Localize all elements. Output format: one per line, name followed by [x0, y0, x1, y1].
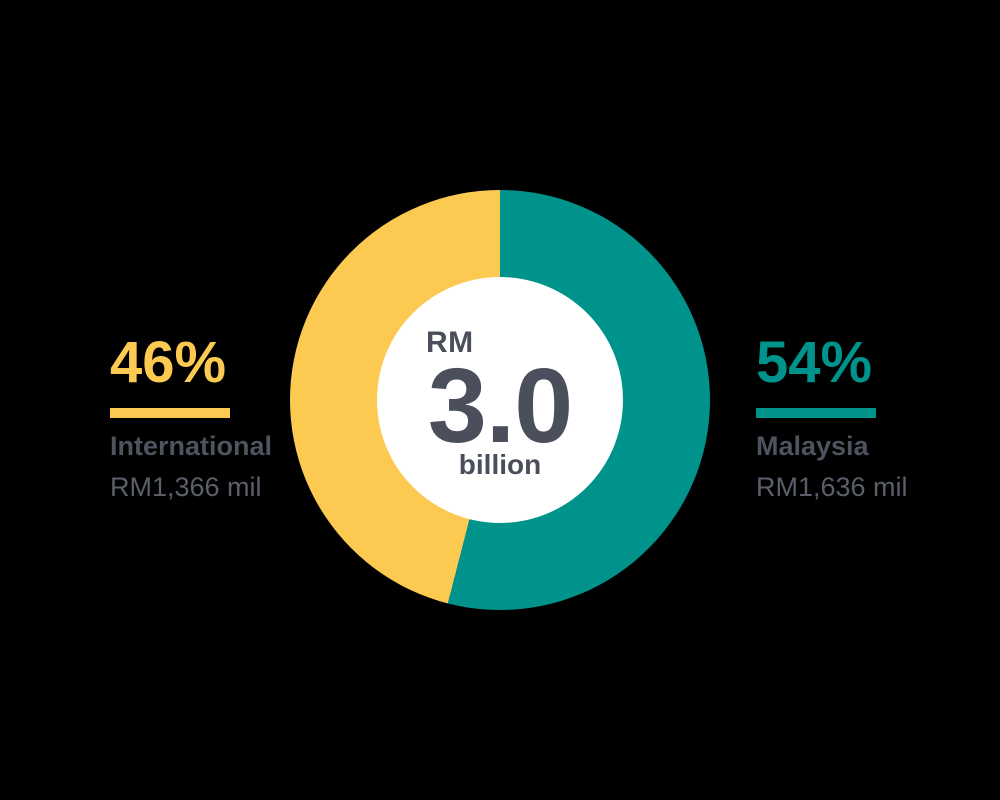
- center-amount: 3.0: [427, 347, 573, 465]
- legend-malaysia: 54% Malaysia RM1,636 mil: [756, 334, 976, 501]
- international-value: RM1,366 mil: [110, 472, 262, 502]
- donut-center: RM 3.0 billion: [377, 277, 623, 523]
- center-unit: billion: [458, 449, 542, 480]
- international-percent: 46%: [110, 330, 227, 395]
- center-currency: RM: [426, 326, 474, 359]
- malaysia-label: Malaysia: [756, 431, 869, 461]
- international-label: International: [110, 431, 273, 461]
- malaysia-underline-bar: [756, 408, 876, 418]
- donut-chart: RM 3.0 billion: [290, 190, 710, 610]
- malaysia-value: RM1,636 mil: [756, 472, 908, 502]
- international-underline-bar: [110, 408, 230, 418]
- malaysia-percent: 54%: [756, 330, 873, 395]
- legend-international: 46% International RM1,366 mil: [110, 334, 330, 501]
